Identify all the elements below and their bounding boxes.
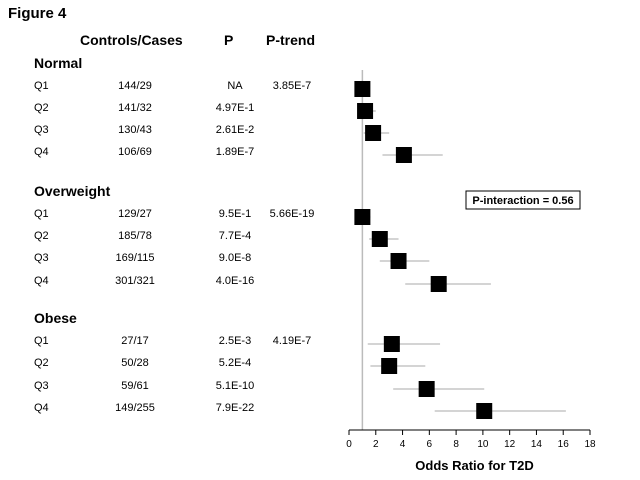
p-value: 4.97E-1: [215, 102, 255, 114]
p-value: 4.0E-16: [215, 275, 255, 287]
p-value: NA: [227, 80, 243, 92]
p-value: 2.61E-2: [215, 124, 255, 136]
header-controls-cases: Controls/Cases: [80, 32, 183, 48]
quartile-label: Q3: [34, 380, 49, 392]
or-marker: [430, 276, 447, 292]
p-trend-value: 4.19E-7: [272, 335, 312, 347]
quartile-label: Q2: [34, 102, 49, 114]
quartile-label: Q2: [34, 230, 49, 242]
x-tick-label: 8: [453, 439, 459, 450]
group-label: Normal: [34, 55, 83, 71]
x-tick-label: 14: [531, 439, 543, 450]
controls-cases-value: 106/69: [118, 146, 152, 158]
quartile-label: Q2: [34, 357, 49, 369]
p-value: 5.2E-4: [218, 357, 252, 369]
interaction-box: [465, 190, 581, 210]
x-tick-label: 2: [373, 439, 379, 450]
group-label: Obese: [34, 310, 77, 326]
or-marker: [418, 381, 435, 397]
controls-cases-value: 129/27: [118, 208, 152, 220]
p-value: 9.0E-8: [218, 252, 252, 264]
controls-cases-value: 149/255: [115, 402, 155, 414]
p-value: 7.9E-22: [215, 402, 255, 414]
p-trend-value: 5.66E-19: [269, 208, 315, 220]
x-tick-label: 12: [504, 439, 516, 450]
x-tick-label: 10: [477, 439, 489, 450]
header-p: P: [224, 32, 234, 48]
quartile-label: Q4: [34, 402, 49, 414]
group-label: Overweight: [34, 183, 111, 199]
quartile-label: Q1: [34, 335, 49, 347]
quartile-label: Q3: [34, 252, 49, 264]
quartile-label: Q4: [34, 146, 49, 158]
interaction-label: P-interaction = 0.56: [472, 195, 573, 207]
x-tick-label: 4: [400, 439, 406, 450]
p-value: 1.89E-7: [215, 146, 255, 158]
p-value: 5.1E-10: [215, 380, 255, 392]
or-marker: [476, 403, 493, 419]
quartile-label: Q4: [34, 275, 49, 287]
controls-cases-value: 50/28: [121, 357, 149, 369]
p-value: 2.5E-3: [218, 335, 252, 347]
figure-title: Figure 4: [8, 5, 67, 22]
controls-cases-value: 301/321: [115, 275, 155, 287]
or-marker: [354, 81, 371, 97]
or-marker: [390, 253, 407, 269]
p-value: 7.7E-4: [218, 230, 252, 242]
quartile-label: Q1: [34, 208, 49, 220]
x-tick-label: 0: [346, 439, 352, 450]
controls-cases-value: 27/17: [121, 335, 149, 347]
quartile-label: Q1: [34, 80, 49, 92]
or-marker: [371, 231, 388, 247]
controls-cases-value: 185/78: [118, 230, 152, 242]
or-marker: [365, 125, 382, 141]
x-tick-label: 6: [427, 439, 433, 450]
controls-cases-value: 169/115: [115, 252, 155, 264]
or-marker: [383, 336, 400, 352]
x-tick-label: 16: [558, 439, 570, 450]
p-trend-value: 3.85E-7: [272, 80, 312, 92]
controls-cases-value: 141/32: [118, 102, 152, 114]
quartile-label: Q3: [34, 124, 49, 136]
controls-cases-value: 144/29: [118, 80, 152, 92]
controls-cases-value: 130/43: [118, 124, 152, 136]
or-marker: [395, 147, 412, 163]
or-marker: [381, 358, 398, 374]
p-value: 9.5E-1: [218, 208, 252, 220]
or-marker: [354, 209, 371, 225]
or-marker: [357, 103, 374, 119]
x-tick-label: 18: [584, 439, 596, 450]
x-axis-title: Odds Ratio for T2D: [415, 458, 533, 473]
controls-cases-value: 59/61: [121, 380, 149, 392]
header-p-trend: P-trend: [266, 32, 315, 48]
